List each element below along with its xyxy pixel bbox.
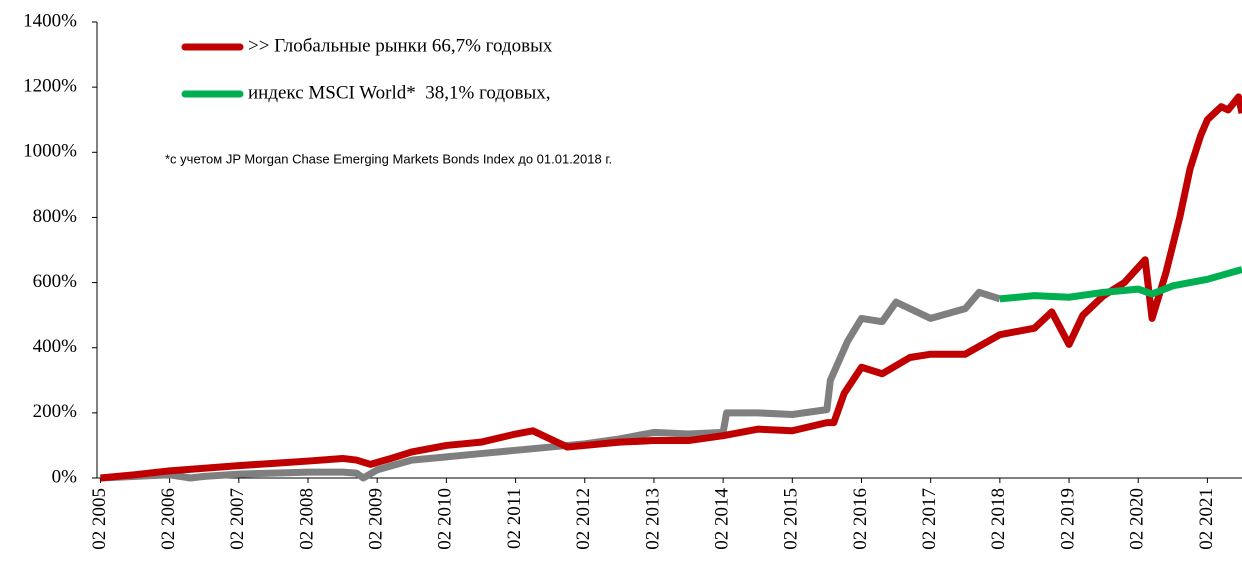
y-tick-label: 0% bbox=[52, 466, 78, 487]
x-tick-label: 02 2009 bbox=[366, 488, 387, 550]
series-line bbox=[100, 288, 1001, 482]
series-line bbox=[999, 266, 1242, 303]
x-tick-label: 02 2013 bbox=[642, 488, 663, 550]
y-tick-label: 400% bbox=[33, 336, 78, 357]
y-tick-label: 200% bbox=[33, 401, 78, 422]
y-tick-label: 1400% bbox=[23, 10, 77, 31]
x-tick-label: 02 2006 bbox=[158, 488, 179, 550]
x-tick-label: 02 2021 bbox=[1196, 488, 1217, 550]
y-tick-label: 1000% bbox=[23, 141, 77, 162]
legend-label: индекс MSCI World* 38,1% годовых, bbox=[248, 82, 551, 103]
x-tick-label: 02 2008 bbox=[296, 488, 317, 550]
x-tick-label: 02 2018 bbox=[988, 488, 1009, 550]
x-tick-label: 02 2011 bbox=[504, 488, 525, 549]
x-tick-label: 02 2005 bbox=[89, 488, 110, 550]
annotation: *с учетом JP Morgan Chase Emerging Marke… bbox=[165, 151, 612, 166]
x-tick-label: 02 2019 bbox=[1057, 488, 1078, 550]
x-tick-label: 02 2010 bbox=[435, 488, 456, 550]
x-tick-label: 02 2016 bbox=[850, 488, 871, 550]
legend-label: >> Глобальные рынки 66,7% годовых bbox=[248, 35, 553, 56]
y-tick-label: 1200% bbox=[23, 76, 77, 97]
y-tick-label: 800% bbox=[33, 206, 78, 227]
x-tick-label: 02 2020 bbox=[1127, 488, 1148, 550]
x-tick-label: 02 2007 bbox=[227, 488, 248, 550]
x-tick-label: 02 2015 bbox=[781, 488, 802, 550]
x-tick-label: 02 2012 bbox=[573, 488, 594, 550]
x-tick-label: 02 2017 bbox=[919, 488, 940, 550]
y-tick-label: 600% bbox=[33, 271, 78, 292]
x-tick-label: 02 2014 bbox=[711, 488, 732, 550]
